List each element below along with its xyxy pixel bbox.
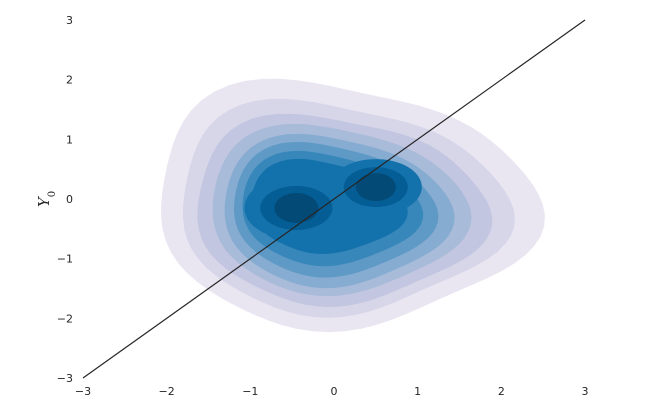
x-tick-label: −3 xyxy=(75,385,91,398)
x-tick-label: −2 xyxy=(159,385,175,398)
y-tick-labels: −3 −2 −1 0 1 2 3 xyxy=(57,14,73,385)
x-tick-label: −1 xyxy=(242,385,258,398)
y-tick-label: −3 xyxy=(57,372,73,385)
y-tick-label: 2 xyxy=(66,74,73,87)
density-mode-1-level-3 xyxy=(274,192,319,223)
x-tick-label: 3 xyxy=(582,385,589,398)
y-tick-label: 3 xyxy=(66,14,73,27)
y-axis-label: Y0 xyxy=(35,191,58,207)
x-tick-label: 1 xyxy=(414,385,421,398)
x-tick-label: 0 xyxy=(331,385,338,398)
y-tick-label: 1 xyxy=(66,133,73,146)
kde-contour-levels xyxy=(161,78,545,333)
y-tick-label: −1 xyxy=(57,253,73,266)
x-tick-label: 2 xyxy=(498,385,505,398)
reference-line xyxy=(82,19,586,379)
y-tick-label: −2 xyxy=(57,312,73,325)
x-tick-labels: −3 −2 −1 0 1 2 3 xyxy=(75,385,589,398)
density-mode-2-level-3 xyxy=(355,173,396,202)
y-tick-label: 0 xyxy=(66,193,73,206)
